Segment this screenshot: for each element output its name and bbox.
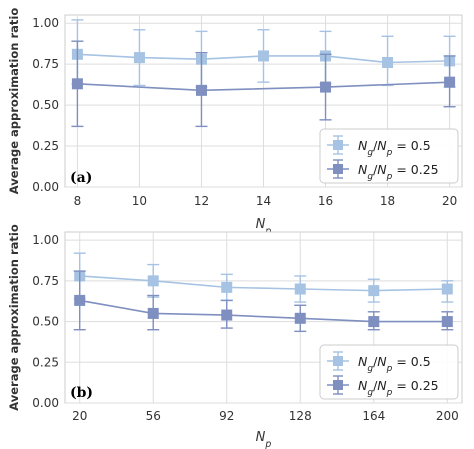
y-axis-label: Average approximation ratio <box>7 224 21 411</box>
x-tick-label: 16 <box>318 194 333 208</box>
data-point <box>294 312 306 324</box>
legend-swatch-marker <box>333 164 343 174</box>
y-tick-label: 0.75 <box>32 57 59 71</box>
x-tick-label: 12 <box>194 194 209 208</box>
x-tick-label: 20 <box>72 409 87 423</box>
x-tick-label: 56 <box>146 409 161 423</box>
legend-swatch-marker <box>333 380 343 390</box>
legend: Ng/Np = 0.5 Ng/Np = 0.25 <box>319 344 459 400</box>
legend-swatch-marker <box>333 140 343 150</box>
series-ratio-0-25 <box>71 40 456 128</box>
x-tick-label: 18 <box>380 194 395 208</box>
legend: Ng/Np = 0.5 Ng/Np = 0.25 <box>319 128 459 184</box>
panel-label: (b) <box>70 385 93 401</box>
legend-label: Ng/Np = 0.25 <box>358 162 439 182</box>
y-tick-label: 0.25 <box>32 139 59 153</box>
panel-label: (a) <box>70 170 92 186</box>
y-tick-label: 0.50 <box>32 98 59 112</box>
data-point <box>147 275 159 287</box>
legend-swatch-marker <box>333 356 343 366</box>
legend-label: Ng/Np = 0.5 <box>358 354 431 374</box>
panel-a: 0.00 0.25 0.50 0.75 1.00 8 10 12 14 16 18 20 Np Avera… <box>7 8 463 237</box>
series-ratio-0-25 <box>73 270 454 333</box>
x-tick-label: 10 <box>132 194 147 208</box>
y-tick-label: 1.00 <box>32 233 59 247</box>
data-point <box>195 84 207 96</box>
x-tick-label: 164 <box>362 409 385 423</box>
y-tick-label: 0.00 <box>32 180 59 194</box>
y-tick-label: 0.50 <box>32 315 59 329</box>
y-tick-label: 0.00 <box>32 396 59 410</box>
x-tick-label: 200 <box>436 409 459 423</box>
data-point <box>133 52 145 64</box>
data-point <box>258 50 269 62</box>
x-axis-label: Np <box>256 430 272 449</box>
series-line <box>77 81 450 92</box>
data-point <box>368 285 380 297</box>
data-point <box>71 78 83 90</box>
y-tick-label: 0.75 <box>32 274 59 288</box>
series-line <box>79 299 448 323</box>
data-point <box>221 281 233 293</box>
data-point <box>221 309 233 321</box>
x-tick-label: 8 <box>74 194 82 208</box>
data-point <box>74 294 86 306</box>
legend-box <box>319 128 459 184</box>
series-line <box>79 275 448 292</box>
y-tick-label: 1.00 <box>32 16 59 30</box>
data-point <box>444 76 456 88</box>
panel-b: 0.00 0.25 0.50 0.75 1.00 20 56 92 128 164 200 Np Ave… <box>7 224 463 449</box>
legend-label: Ng/Np = 0.25 <box>358 378 439 398</box>
y-tick-label: 0.25 <box>32 355 59 369</box>
data-point <box>294 283 306 295</box>
data-point <box>441 283 453 295</box>
y-axis-label: Average approximation ratio <box>7 8 21 195</box>
legend-label: Ng/Np = 0.5 <box>358 138 431 158</box>
x-tick-label: 128 <box>289 409 312 423</box>
x-tick-label: 14 <box>256 194 271 208</box>
x-tick-label: 92 <box>219 409 234 423</box>
x-axis-label: Np <box>256 217 272 237</box>
data-point <box>147 307 159 319</box>
data-point <box>320 81 332 93</box>
data-point <box>382 57 394 69</box>
data-point <box>368 316 380 328</box>
legend-box <box>319 344 459 400</box>
x-tick-label: 20 <box>442 194 457 208</box>
data-point <box>441 316 453 328</box>
